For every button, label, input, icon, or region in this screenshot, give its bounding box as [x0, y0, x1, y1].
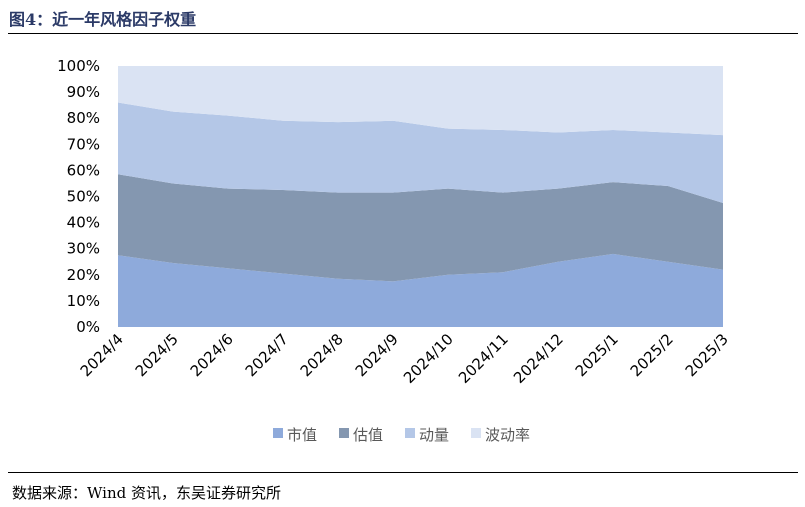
y-tick-label: 40%	[67, 214, 100, 232]
x-tick-label: 2024/8	[297, 330, 347, 380]
legend-label-1: 估值	[353, 426, 383, 444]
figure-title: 图4：近一年风格因子权重	[9, 10, 197, 29]
x-tick-label: 2025/3	[682, 330, 732, 380]
y-tick-label: 50%	[67, 188, 100, 206]
area-series-0	[118, 253, 723, 327]
y-tick-label: 80%	[67, 109, 100, 127]
top-rule	[8, 33, 798, 34]
x-axis: 2024/4 2024/5 2024/6 2024/7 2024/8 2024/92024…	[77, 330, 732, 387]
x-tick-label: 2024/4	[77, 330, 127, 380]
area-layer	[118, 66, 723, 327]
legend-swatch-2	[405, 428, 415, 438]
area-series-1	[118, 174, 723, 282]
legend-label-3: 波动率	[485, 426, 530, 444]
x-tick-label: 2025/2	[627, 330, 677, 380]
x-tick-label: 2024/5	[132, 330, 182, 380]
y-tick-label: 30%	[67, 240, 100, 258]
y-tick-label: 0%	[76, 318, 100, 336]
legend: 市值 估值 动量 波动率	[273, 426, 530, 444]
x-tick-label: 2024/9	[352, 330, 402, 380]
source-note: 数据来源：Wind 资讯，东吴证券研究所	[12, 484, 281, 502]
area-series-3	[118, 66, 723, 136]
y-tick-label: 20%	[67, 266, 100, 284]
x-tick-label: 2024/11	[455, 330, 512, 387]
legend-label-0: 市值	[287, 426, 317, 444]
bottom-rule	[8, 472, 798, 473]
y-tick-label: 70%	[67, 135, 100, 153]
legend-label-2: 动量	[419, 426, 449, 444]
x-tick-label: 2024/10	[400, 330, 457, 387]
x-tick-label: 2025/1	[572, 330, 622, 380]
y-tick-label: 100%	[57, 57, 100, 75]
y-tick-label: 10%	[67, 292, 100, 310]
y-tick-label: 60%	[67, 161, 100, 179]
x-tick-label: 2024/7	[242, 330, 292, 380]
area-series-2	[118, 102, 723, 204]
x-tick-label: 2024/6	[187, 330, 237, 380]
y-tick-label: 90%	[67, 83, 100, 101]
legend-swatch-0	[273, 428, 283, 438]
x-tick-label: 2024/12	[510, 330, 567, 387]
y-axis: 0% 10% 20% 30% 40% 50% 60% 70% 80% 90% 100%	[57, 57, 100, 336]
legend-swatch-1	[339, 428, 349, 438]
legend-swatch-3	[471, 428, 481, 438]
